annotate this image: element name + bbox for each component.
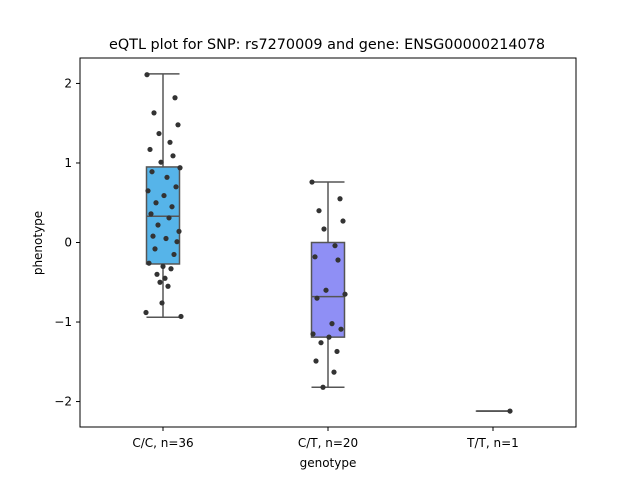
data-point [323,287,329,293]
data-point [178,313,184,320]
y-tick-label: −1 [54,315,72,329]
data-point [309,179,315,185]
data-point [170,153,176,159]
data-point [334,348,340,355]
x-tick-label: T/T, n=1 [466,436,519,450]
x-tick-label: C/C, n=36 [132,436,193,450]
data-point [314,295,320,301]
data-point [148,211,154,217]
y-tick-label: 2 [64,76,72,90]
data-point [316,208,322,214]
data-point [153,200,159,206]
data-point [329,321,335,327]
data-point [167,139,173,145]
data-point [168,266,174,272]
data-point [175,122,181,128]
data-point [172,95,178,101]
data-point [173,184,179,190]
data-point [155,222,161,228]
data-point [169,204,175,210]
data-point [342,291,348,297]
data-point [145,188,151,194]
data-point [321,226,327,232]
data-point [326,334,332,340]
data-point [166,215,172,221]
y-tick-label: 1 [64,156,72,170]
data-point [332,243,338,249]
y-tick-label: 0 [64,236,72,250]
data-point [152,246,158,252]
data-point [157,279,163,285]
data-point [331,369,337,375]
data-point [147,146,153,153]
data-point [151,110,157,116]
data-point [318,340,324,346]
data-point [159,300,165,306]
data-point [144,72,150,78]
x-axis: C/C, n=36 C/T, n=20 T/T, n=1 [132,427,519,450]
y-tick-label: −2 [54,395,72,409]
y-axis-label: phenotype [31,211,45,275]
data-point [507,408,513,414]
data-point [163,235,169,242]
data-point [312,254,318,260]
data-point [149,169,155,175]
data-point [158,159,164,165]
data-point [310,331,316,337]
data-point [335,257,341,263]
data-point [177,165,183,171]
data-point [337,196,343,202]
data-point [171,251,177,258]
data-point [162,275,168,281]
data-point [154,271,160,277]
data-point [164,174,170,180]
data-point [313,358,319,364]
data-point [174,239,180,245]
data-point [160,263,166,269]
data-marks [143,72,513,414]
y-axis: −2 −1 0 1 2 [54,76,80,409]
data-point [340,218,346,224]
x-tick-label: C/T, n=20 [298,436,358,450]
data-point [156,130,162,137]
chart-title: eQTL plot for SNP: rs7270009 and gene: E… [109,37,545,53]
data-point [176,228,182,234]
data-point [150,233,156,239]
data-point [338,326,344,332]
data-point [146,260,152,266]
data-point [165,283,171,289]
x-axis-label: genotype [300,456,357,470]
data-point [161,192,167,199]
data-point [143,309,149,316]
data-point [320,384,326,390]
